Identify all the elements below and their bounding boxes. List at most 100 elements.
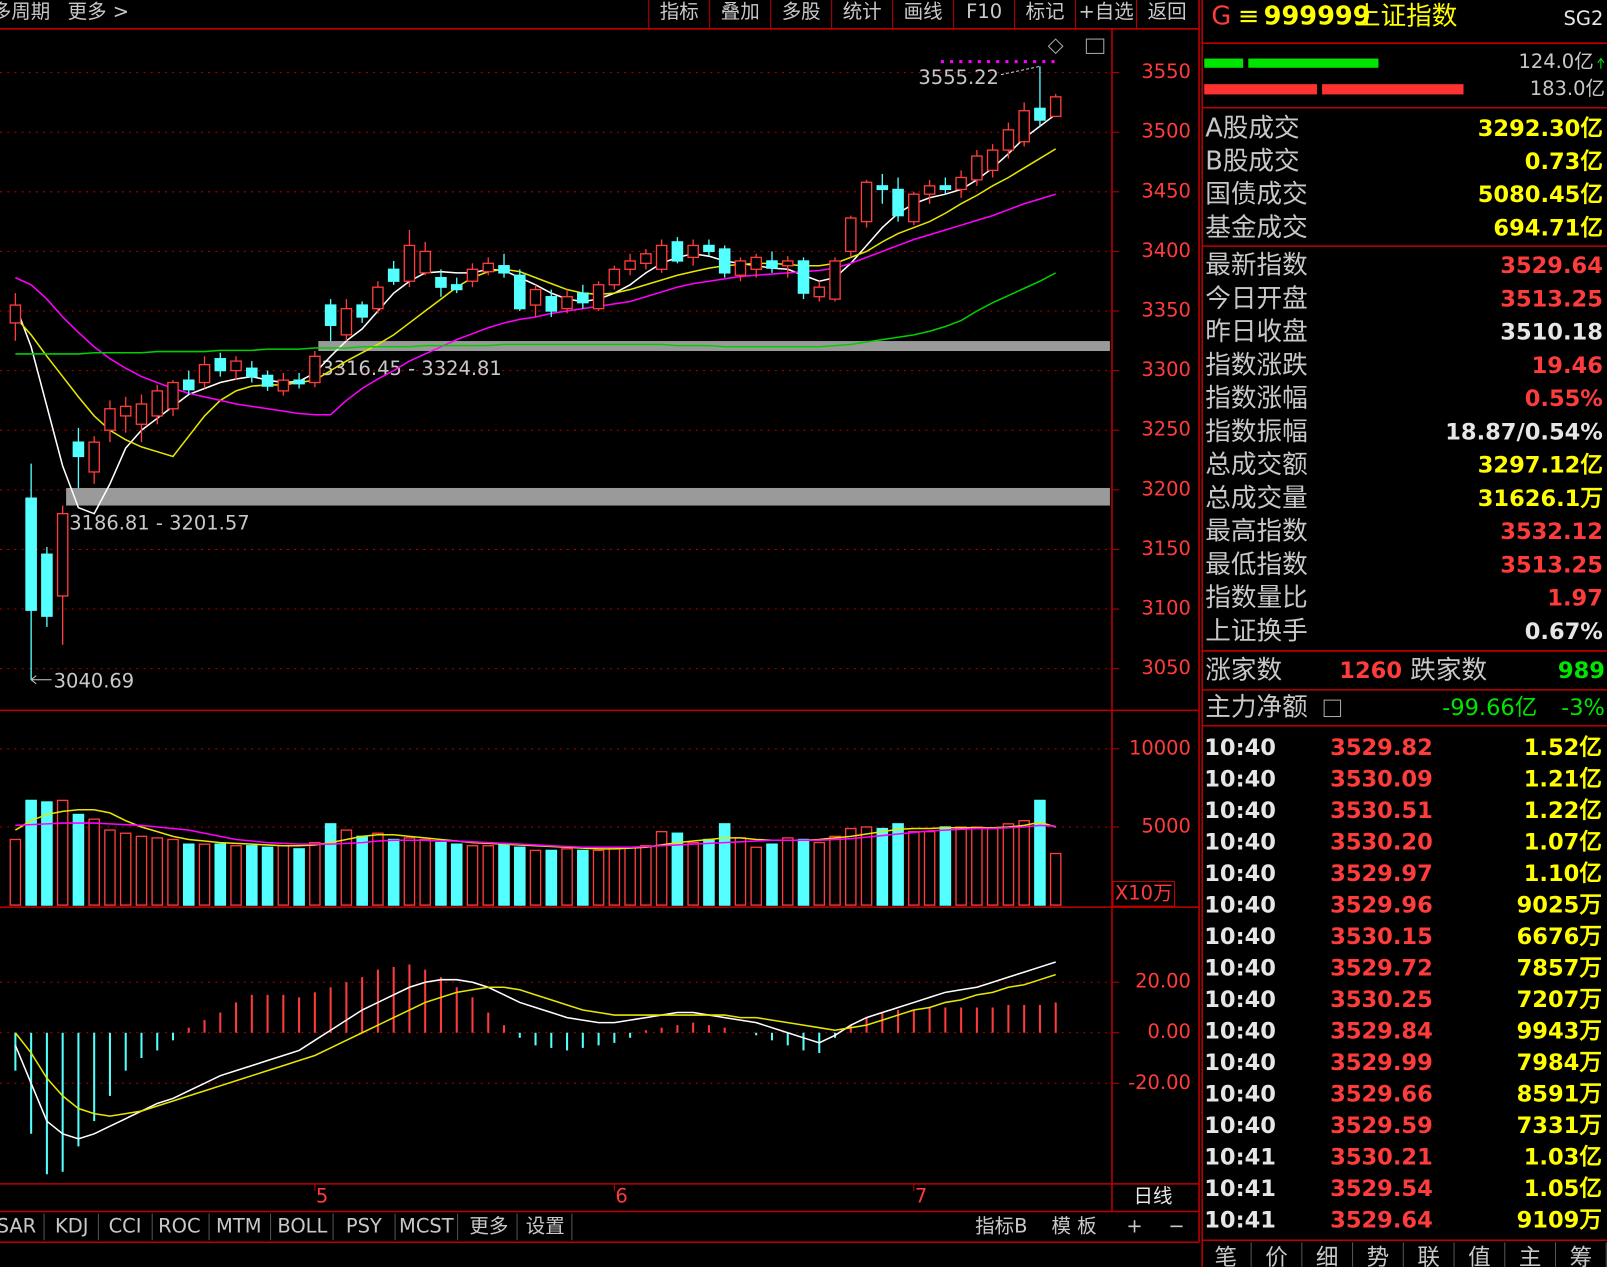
indicator-tab[interactable]: SAR <box>0 1214 36 1237</box>
toolbar-button[interactable]: F10 <box>966 0 1002 23</box>
candle-body <box>797 260 810 294</box>
candle-body <box>908 193 920 223</box>
panel-tab[interactable]: 势 <box>1367 1245 1390 1267</box>
toolbar-button[interactable]: +自选 <box>1078 0 1133 23</box>
volume-bar <box>955 826 967 906</box>
y-tick-label: 5000 <box>1141 814 1191 837</box>
panel-tab[interactable]: 筹 <box>1570 1245 1593 1267</box>
x-tick-label: 5 <box>316 1185 328 1208</box>
indicator-tab[interactable]: KDJ <box>55 1214 89 1237</box>
panel-icon[interactable] <box>1085 38 1105 54</box>
candle-body <box>167 381 179 410</box>
main-force-label: 主力净额 <box>1205 692 1307 722</box>
indicator-tool[interactable]: 模 板 <box>1051 1214 1096 1237</box>
candle-body <box>88 441 100 473</box>
toolbar-button[interactable]: 叠加 <box>721 0 760 23</box>
volume-bar <box>135 835 148 906</box>
volume-bar <box>1034 799 1046 906</box>
tick-time: 10:40 <box>1204 1113 1276 1139</box>
toolbar-button[interactable]: 标记 <box>1026 0 1065 23</box>
indicator-tool[interactable]: 指标B <box>975 1214 1027 1237</box>
tick-time: 10:40 <box>1204 766 1276 792</box>
panel-tab[interactable]: 联 <box>1417 1245 1440 1267</box>
stat-value: 19.46 <box>1532 353 1603 379</box>
toolbar-button[interactable]: 返回 <box>1148 0 1187 23</box>
tick-time: 10:40 <box>1204 1018 1276 1044</box>
candle-body <box>923 185 936 195</box>
candle-body <box>829 260 841 300</box>
tick-volume: 1.22亿 <box>1524 798 1602 824</box>
stat-label: 指数振幅 <box>1205 417 1307 447</box>
candle-body <box>939 185 952 191</box>
tick-price: 3530.15 <box>1330 924 1433 950</box>
tick-volume: 7857万 <box>1517 955 1602 981</box>
quote-menu[interactable]: ≡ <box>1238 2 1259 32</box>
panel-tab[interactable]: 价 <box>1265 1245 1288 1267</box>
candle-body <box>876 185 889 191</box>
panel-tab[interactable]: 笔 <box>1214 1245 1237 1267</box>
stat-label: 今日开盘 <box>1205 284 1307 314</box>
y-tick-label: 3050 <box>1141 656 1191 679</box>
stat-value: 3510.18 <box>1500 320 1603 346</box>
tick-volume: 9025万 <box>1517 892 1602 918</box>
toolbar-button[interactable]: 画线 <box>904 0 943 23</box>
volume-bar <box>640 845 652 906</box>
tick-price: 3529.84 <box>1330 1018 1433 1044</box>
volume-bar <box>466 845 479 906</box>
indicator-tool[interactable]: − <box>1168 1214 1184 1237</box>
flow-out: 183.0亿 <box>1530 77 1605 100</box>
candle-body <box>104 408 116 431</box>
toolbar-left[interactable]: 更多 > <box>68 0 129 23</box>
tick-time: 10:40 <box>1204 798 1276 824</box>
stat-value: 3532.12 <box>1500 519 1603 545</box>
stat-label: 总成交量 <box>1205 483 1307 513</box>
volume-bar <box>435 841 447 906</box>
volume-bar <box>277 845 290 906</box>
panel-tab[interactable]: 主 <box>1519 1245 1542 1267</box>
volume-bar <box>908 830 920 906</box>
indicator-tab[interactable]: BOLL <box>277 1214 327 1237</box>
panel-tab[interactable]: 细 <box>1316 1245 1339 1267</box>
indicator-tab[interactable]: MCST <box>399 1214 454 1237</box>
toolbar-button[interactable]: 多股 <box>782 0 821 23</box>
volume-bar <box>844 827 857 906</box>
indicator-tab[interactable]: 设置 <box>526 1214 565 1237</box>
toolbar-button[interactable]: 统计 <box>843 0 882 23</box>
y-tick-label: 3350 <box>1141 299 1191 322</box>
volume-bar <box>734 837 747 906</box>
diamond-icon[interactable] <box>1047 38 1064 55</box>
indicator-tab[interactable]: CCI <box>109 1214 142 1237</box>
candle-body <box>151 390 164 417</box>
y-tick-label: -20.00 <box>1128 1071 1191 1094</box>
stat-label: 指数涨幅 <box>1205 384 1307 414</box>
toolbar-left[interactable]: 多周期 <box>0 0 50 23</box>
indicator-tab[interactable]: ROC <box>158 1214 200 1237</box>
volume-bar <box>356 835 368 906</box>
indicator-tab[interactable]: PSY <box>346 1214 382 1237</box>
indicator-tool[interactable]: + <box>1126 1214 1142 1237</box>
stat-label: 国债成交 <box>1205 180 1307 210</box>
indicator-tab[interactable]: 更多 <box>469 1214 508 1237</box>
candle-body <box>372 286 384 310</box>
tick-price: 3530.25 <box>1330 987 1433 1013</box>
toolbar-button[interactable]: 指标 <box>660 0 699 23</box>
volume-bar <box>577 849 589 906</box>
stat-label: 指数量比 <box>1205 583 1307 613</box>
candle-body <box>198 363 211 384</box>
volume-bar <box>372 832 384 906</box>
panel-tab[interactable]: 值 <box>1468 1245 1491 1267</box>
volume-bar <box>387 838 400 906</box>
main-force-icon[interactable] <box>1323 699 1342 718</box>
volume-bar <box>703 838 715 906</box>
period-label: 日线 <box>1134 1185 1173 1208</box>
indicator-line <box>14 809 1056 850</box>
indicator-tab[interactable]: MTM <box>216 1214 262 1237</box>
stat-value: 3529.64 <box>1500 253 1603 279</box>
candle-body <box>640 253 652 264</box>
stat-value: 3513.25 <box>1500 286 1603 312</box>
x-tick-label: 6 <box>615 1185 627 1208</box>
volume-bar <box>608 848 621 906</box>
volume-bar <box>293 848 305 906</box>
